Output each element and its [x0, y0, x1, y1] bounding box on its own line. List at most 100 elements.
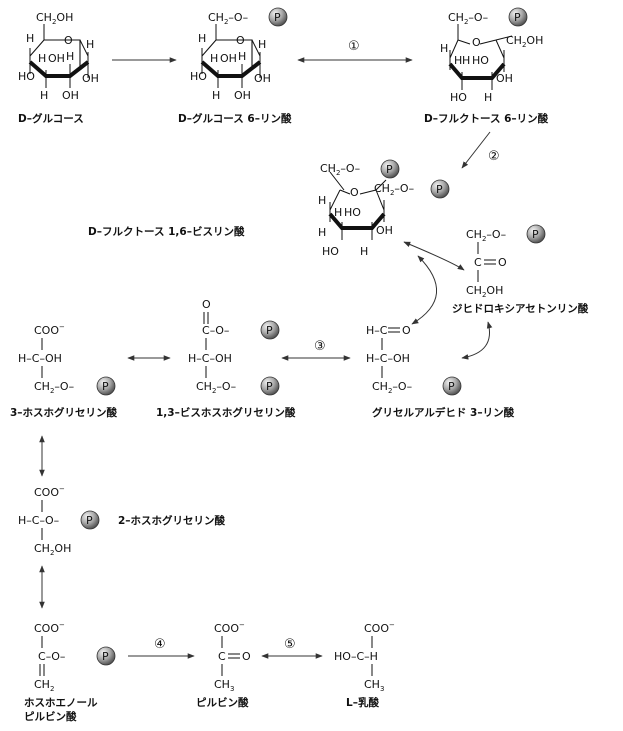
f6p-h3: H [462, 54, 470, 67]
g6p-phosphate-ball [268, 7, 288, 27]
step-1: ① [348, 39, 360, 54]
pyr-c: C [218, 650, 226, 663]
step-5: ⑤ [284, 637, 296, 652]
lac-ch3: CH3 [364, 678, 384, 693]
g6p-oh1: OH [220, 52, 237, 65]
pg3-name: 3–ホスホグリセリン酸 [10, 406, 118, 419]
bpg-phosphate-ball-2 [260, 376, 280, 396]
f6p-ch2oh: CH2OH [506, 34, 543, 49]
fbp-ho: HO [344, 206, 361, 219]
f6p-ch2-label: CH2–O– [448, 11, 488, 26]
bpg-name: 1,3–ビスホスホグリセリン酸 [156, 406, 296, 419]
dhap-p: P [532, 228, 539, 241]
f6p-phosphate-ball [508, 7, 528, 27]
fbp-ring-o: O [350, 186, 359, 199]
bpg-ch2-label: CH2–O– [196, 380, 236, 395]
glucose-name: D–グルコース [18, 112, 84, 125]
fbp-name: D–フルクトース 1,6–ビスリン酸 [88, 225, 245, 238]
f6p-ho: HO [472, 54, 489, 67]
glucose-oh2: OH [82, 72, 99, 85]
fbp-h2: H [334, 206, 342, 219]
lac-hoch: HO–C–H [334, 650, 378, 663]
f6p-ho2: HO [450, 91, 467, 104]
glucose-h5: H [40, 89, 48, 102]
bpg-c1: C–O– [202, 324, 229, 337]
g6p-h1: H [198, 32, 206, 45]
bpg-hcoh: H–C–OH [188, 352, 232, 365]
pg2-phosphate-ball [80, 510, 100, 530]
pg2-coo: COO− [34, 485, 65, 499]
g6p-h2: H [258, 38, 266, 51]
step-3: ③ [314, 339, 326, 354]
glucose-structure: CH2OH O H H H OH H HO OH H OH D–グルコース [18, 11, 99, 125]
glucose-oh3: OH [62, 89, 79, 102]
bpg13-structure: O C–O– P H–C–OH CH2–O– P 1,3–ビスホスホグリセリン酸 [156, 298, 296, 419]
pyruvate-name: ピルビン酸 [196, 696, 249, 709]
g6p-oh2: OH [254, 72, 271, 85]
fbp-oh: OH [376, 224, 393, 237]
fbp-p2: P [436, 183, 443, 196]
arrow-f6p-fbp [461, 131, 491, 169]
lac-coo: COO− [364, 621, 395, 635]
g6p-ho: HO [190, 70, 207, 83]
fbp-ch2-left: CH2–O– [320, 162, 360, 177]
dhap-c: C [474, 256, 482, 269]
g3p-ch2-label: CH2–O– [372, 380, 412, 395]
fbp-phosphate-ball-2 [430, 179, 450, 199]
f6p-ring-o: O [472, 36, 481, 49]
step-4: ④ [154, 637, 166, 652]
bpg-phosphate-ball-1 [260, 320, 280, 340]
g3p-hc: H–C [366, 324, 388, 337]
lactate-name: L–乳酸 [346, 696, 379, 709]
g3p-p: P [448, 380, 455, 393]
glucose-oh1: OH [48, 52, 65, 65]
f6p-h1: H [440, 42, 448, 55]
pep-coo: COO− [34, 621, 65, 635]
glucose-ch2oh-label: CH2OH [36, 11, 73, 26]
g3p-name: グリセルアルデヒド 3–リン酸 [372, 406, 515, 419]
pg3-structure: COO− H–C–OH CH2–O– P 3–ホスホグリセリン酸 [10, 323, 118, 419]
fbp-h4: H [360, 245, 368, 258]
f6p-h4: H [484, 91, 492, 104]
g3p-hcoh: H–C–OH [366, 352, 410, 365]
step-2: ② [488, 149, 500, 164]
g6p-ring-o: O [236, 34, 245, 47]
pg2-hco: H–C–O– [18, 514, 59, 527]
f6p-oh: OH [496, 72, 513, 85]
glucose-h3: H [38, 52, 46, 65]
fructose16bp-structure: CH2–O– P CH2–O– P O H H HO H OH HO H D–フ… [88, 159, 450, 258]
pg3-ch2-label: CH2–O– [34, 380, 74, 395]
pg3-phosphate-ball [96, 376, 116, 396]
g6p-oh3: OH [234, 89, 251, 102]
glucose-h2: H [86, 38, 94, 51]
dhap-structure: CH2–O– P C O CH2OH ジヒドロキシアセトンリン酸 [452, 224, 589, 315]
pyruvate-structure: COO− C O CH3 ピルビン酸 [196, 621, 251, 709]
fbp-ch2-right: CH2–O– [374, 182, 414, 197]
g3p-structure: H–C O H–C–OH CH2–O– P グリセルアルデヒド 3–リン酸 [366, 324, 515, 419]
lactate-structure: COO− HO–C–H CH3 L–乳酸 [334, 621, 395, 709]
g6p-p: P [274, 11, 281, 24]
pep-p: P [102, 650, 109, 663]
pg2-p: P [86, 514, 93, 527]
fbp-phosphate-ball-1 [380, 159, 400, 179]
g6p-h5: H [212, 89, 220, 102]
fbp-h3: H [318, 226, 326, 239]
fbp-h1: H [318, 194, 326, 207]
g6p-ch2-label: CH2–O– [208, 11, 248, 26]
pep-name-2: ピルビン酸 [24, 710, 77, 723]
dhap-name: ジヒドロキシアセトンリン酸 [452, 302, 589, 315]
f6p-h2: H [454, 54, 462, 67]
glucose-ho: HO [18, 70, 35, 83]
pg2-name: 2–ホスホグリセリン酸 [118, 514, 226, 527]
g3p-o: O [402, 324, 411, 337]
bpg-p2: P [266, 380, 273, 393]
glucose-ring-o: O [64, 34, 73, 47]
dhap-ch2-label: CH2–O– [466, 228, 506, 243]
g6p-h3: H [210, 52, 218, 65]
pep-c: C–O– [38, 650, 65, 663]
arrow-fbp-g3p [411, 255, 437, 325]
pyr-o: O [242, 650, 251, 663]
bpg-p1: P [266, 324, 273, 337]
glucose6p-structure: CH2–O– P O H H H OH H HO OH H OH D–グルコース… [178, 7, 292, 125]
